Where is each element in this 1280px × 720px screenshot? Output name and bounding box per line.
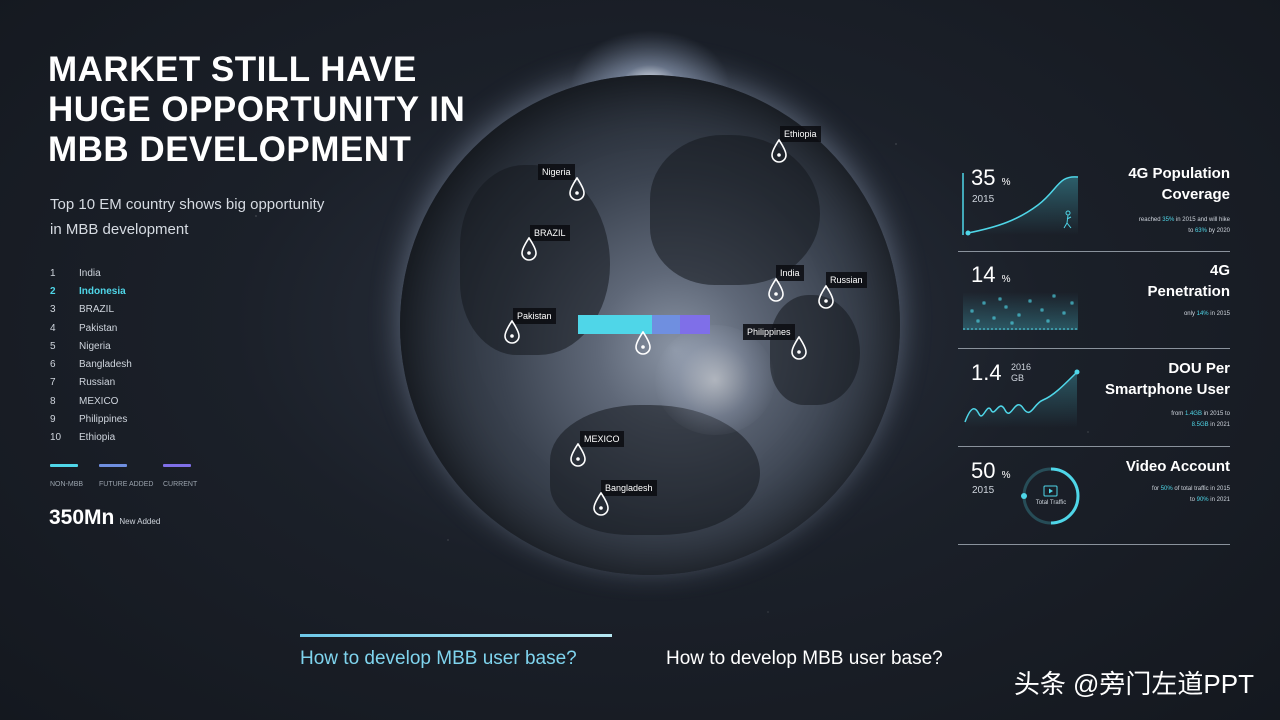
legend-item-future-added: FUTURE ADDED — [99, 464, 163, 488]
divider — [958, 348, 1230, 349]
penetration-dot-chart — [963, 292, 1078, 330]
map-tag-nigeria: Nigeria — [538, 164, 575, 180]
stat-title: DOU Per Smartphone User — [1104, 360, 1230, 398]
map-tag-bangladesh: Bangladesh — [601, 480, 657, 496]
new-added-label: New Added — [119, 517, 161, 526]
landmass — [550, 405, 760, 535]
video-traffic-ring — [1021, 467, 1080, 525]
stat-title: 4G Population Coverage — [1128, 165, 1230, 203]
bar-current — [680, 315, 710, 334]
location-pin-icon[interactable] — [767, 278, 785, 302]
stat-card-video-account: 50 % 2015 Total Traffic Video Account fo… — [958, 450, 1230, 540]
earth-globe — [400, 75, 900, 575]
country-row[interactable]: 7 Russian — [50, 377, 116, 389]
active-tab-indicator — [300, 634, 612, 637]
country-row[interactable]: 3 BRAZIL — [50, 304, 115, 316]
legend: NON-MBB FUTURE ADDED CURRENT — [50, 464, 212, 488]
country-row[interactable]: 6 Bangladesh — [50, 359, 132, 371]
stat-title: 4G Penetration — [1147, 262, 1230, 300]
map-tag-pakistan: Pakistan — [513, 308, 556, 324]
dou-line-chart — [964, 369, 1080, 428]
stat-note: reached 35% in 2015 and will hike to 63%… — [1138, 217, 1230, 234]
legend-swatch — [163, 464, 191, 467]
stat-note: from 1.4GB in 2015 to 8.5GB in 2021 — [1171, 411, 1230, 428]
subtitle: Top 10 EM country shows big opportunity … — [50, 192, 370, 242]
location-pin-icon[interactable] — [568, 177, 586, 201]
title-line-3: MBB DEVELOPMENT — [48, 130, 412, 169]
new-added-summary: 350Mn New Added — [49, 506, 160, 530]
divider — [958, 251, 1230, 252]
location-pin-icon[interactable] — [634, 331, 652, 355]
location-pin-icon[interactable] — [790, 336, 808, 360]
stat-card-dou: 1.4 2016 GB DOU Per Smartphone User from 1… — [958, 352, 1230, 442]
location-pin-icon[interactable] — [569, 443, 587, 467]
page-title: MARKET STILL HAVE HUGE OPPORTUNITY IN MB… — [48, 50, 465, 170]
stat-value: 1.4 — [971, 360, 1002, 385]
country-row-selected[interactable]: 2 Indonesia — [50, 285, 126, 297]
stat-note: only 14% in 2015 — [1183, 311, 1230, 317]
stat-value: 50 % — [971, 458, 1011, 483]
location-pin-icon[interactable] — [503, 320, 521, 344]
landmass — [650, 135, 820, 285]
title-line-1: MARKET STILL HAVE — [48, 50, 417, 89]
divider — [958, 446, 1230, 447]
bar-non-mbb — [578, 315, 652, 334]
location-pin-icon[interactable] — [592, 492, 610, 516]
country-row[interactable]: 8 MEXICO — [50, 395, 119, 407]
country-ranking-list: 1 India 2 Indonesia 3 BRAZIL 4 Pakistan 5 Nig… — [50, 264, 250, 447]
divider — [958, 544, 1230, 545]
ring-label: Total Traffic — [1035, 500, 1067, 506]
country-row[interactable]: 10 Ethiopia — [50, 432, 116, 444]
map-tag-india: India — [776, 265, 804, 281]
location-pin-icon[interactable] — [770, 139, 788, 163]
map-tag-russian: Russian — [826, 272, 867, 288]
watermark: 头条 @旁门左道PPT — [1013, 669, 1254, 699]
stat-year: 2015 — [972, 194, 995, 205]
map-tag-mexico: MEXICO — [580, 431, 624, 447]
map-tag-philippines: Philippines — [743, 324, 795, 340]
legend-item-current: CURRENT — [163, 464, 212, 488]
map-tag-brazil: BRAZIL — [530, 225, 570, 241]
stat-value: 35 % — [971, 165, 1011, 190]
tab-inactive[interactable]: How to develop MBB user base? — [666, 648, 943, 669]
stat-card-4g-penetration: 14 % 4G Penetration only 14% in 2015 — [958, 254, 1230, 344]
stat-title: Video Account — [1125, 458, 1230, 475]
stat-year: 2015 — [972, 485, 995, 496]
title-line-2: HUGE OPPORTUNITY IN — [48, 90, 466, 129]
city-lights-glow — [655, 325, 775, 435]
landmass — [770, 295, 860, 405]
location-pin-icon[interactable] — [520, 237, 538, 261]
bar-future-added — [652, 315, 680, 334]
country-row[interactable]: 1 India — [50, 267, 101, 279]
stat-value: 14 % — [971, 262, 1011, 287]
legend-swatch — [50, 464, 78, 467]
stat-note: for 50% of total traffic in 2015 to 90% … — [1152, 486, 1230, 503]
stat-year-unit: 2016 GB — [1011, 362, 1032, 383]
new-added-value: 350Mn — [49, 506, 115, 529]
country-row[interactable]: 4 Pakistan — [50, 322, 118, 334]
legend-item-non-mbb: NON-MBB — [50, 464, 99, 488]
coverage-curve-chart — [962, 173, 1079, 236]
subtitle-line-1: Top 10 EM country shows big opportunity — [50, 196, 325, 213]
tab-active[interactable]: How to develop MBB user base? — [300, 648, 577, 669]
stat-card-4g-coverage: 35 % 2015 4G Population Coverage reached … — [958, 160, 1230, 250]
country-row[interactable]: 5 Nigeria — [50, 340, 111, 352]
location-pin-icon[interactable] — [817, 285, 835, 309]
map-tag-ethiopia: Ethiopia — [780, 126, 821, 142]
legend-swatch — [99, 464, 127, 467]
subtitle-line-2: in MBB development — [50, 221, 189, 238]
country-row[interactable]: 9 Philippines — [50, 414, 128, 426]
